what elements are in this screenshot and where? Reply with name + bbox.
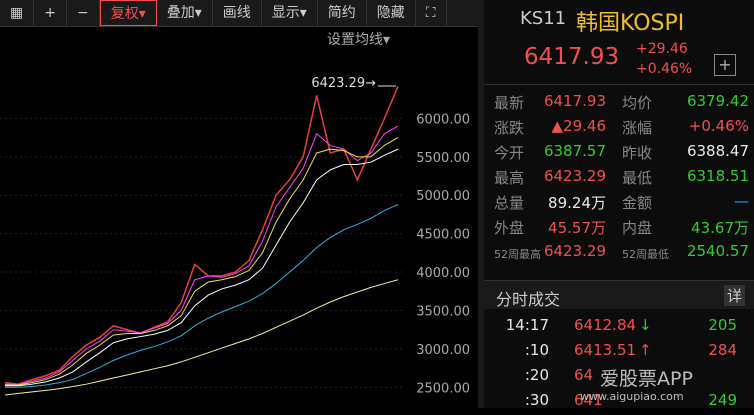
quote-row: 涨跌 ▲29.46 涨幅 +0.46%	[494, 117, 749, 141]
label: 最新	[494, 94, 525, 112]
quote-row: 外盘 45.57万 内盘 43.67万	[494, 217, 749, 241]
label: 内盘	[622, 219, 653, 237]
change: +29.46	[636, 41, 688, 57]
btn[interactable]: 简约	[318, 0, 367, 26]
arrow: ↑	[639, 341, 652, 359]
watermark-url: www.aigupiao.com	[580, 390, 684, 403]
change-pct: +0.46%	[636, 61, 693, 77]
quote-row: 最高 6423.29 最低 6318.51	[494, 167, 749, 191]
label: 金额	[622, 194, 653, 212]
price-line	[4, 86, 399, 385]
label: 均价	[622, 94, 653, 112]
add-btn[interactable]: +	[714, 54, 736, 76]
value: 89.24万	[548, 194, 606, 212]
price-line	[5, 203, 399, 388]
y-tick-label: 6000.00	[416, 112, 470, 127]
btn[interactable]: 复权▾	[99, 0, 157, 26]
y-tick-label: 2500.00	[416, 381, 470, 396]
time: :30	[524, 391, 549, 409]
value: 45.57万	[548, 219, 606, 237]
icon-minus[interactable]: −	[67, 0, 100, 26]
btn[interactable]: 画线	[213, 0, 262, 26]
quote-row: 52周最高 6423.29 52周最低 2540.57	[494, 242, 749, 266]
trade-row: :10 6413.51 ↑ 284	[494, 341, 749, 365]
value: 6423.29	[543, 242, 606, 260]
detail-btn[interactable]: 详	[724, 285, 746, 306]
y-tick-label: 3500.00	[416, 304, 470, 319]
price: 64	[574, 366, 594, 384]
price: 6417.93	[524, 44, 620, 70]
time: 14:17	[505, 316, 549, 334]
toolbar: ▦ + − 复权▾ 叠加▾ 画线 显示▾ 简约 隐藏 ⛶	[0, 0, 478, 27]
name: 韩国KOSPI	[576, 11, 685, 36]
value: 6318.51	[686, 167, 749, 185]
time: :20	[524, 366, 549, 384]
btn[interactable]: 隐藏	[367, 0, 416, 26]
volume: 284	[708, 341, 737, 359]
label: 今开	[494, 144, 525, 162]
watermark: 爱股票APP	[600, 368, 693, 390]
trade-row: :30 641 249	[494, 391, 749, 415]
value: —	[734, 192, 749, 210]
value: 6379.42	[686, 92, 749, 110]
value: 6388.47	[686, 142, 749, 160]
btn[interactable]: 显示▾	[262, 0, 318, 26]
time: :10	[524, 341, 549, 359]
volume: 249	[708, 391, 737, 409]
y-tick-label: 5500.00	[416, 151, 470, 166]
price-line	[5, 137, 399, 386]
value: 6387.57	[543, 142, 606, 160]
y-tick-label: 5000.00	[416, 189, 470, 204]
value: ▲29.46	[551, 117, 606, 135]
kline-chart: 设置均线▾ 6423.29→ 2500.00 3000.00 3500.00 4000…	[0, 32, 470, 396]
price: 6413.51	[574, 341, 637, 359]
icon-plus[interactable]: +	[34, 0, 67, 26]
icon-grid[interactable]: ▦	[0, 0, 35, 26]
label: 52周最高	[494, 248, 541, 261]
trade-row: :20 64	[494, 366, 749, 390]
quote-row: 最新 6417.93 均价 6379.42	[494, 92, 749, 116]
ma-setting[interactable]: 设置均线▾	[327, 32, 390, 48]
label: 外盘	[494, 219, 525, 237]
quote-row: 今开 6387.57 昨收 6388.47	[494, 142, 749, 166]
y-tick-label: 3000.00	[416, 343, 470, 358]
volume: 205	[708, 316, 737, 334]
price: 6412.84	[574, 316, 637, 334]
value: 6423.29	[543, 167, 606, 185]
arrow: ↓	[639, 316, 652, 334]
label: 涨跌	[494, 119, 525, 137]
label: 总量	[494, 194, 525, 212]
price: 641	[574, 391, 603, 409]
y-tick-label: 4500.00	[416, 228, 470, 243]
label: 昨收	[622, 144, 653, 162]
trade-row: 14:17 6412.84 ↓ 205	[494, 316, 749, 340]
label: 最高	[494, 169, 525, 187]
value: 2540.57	[686, 242, 749, 260]
icon-fullscreen[interactable]: ⛶	[416, 0, 447, 26]
high-annotation: 6423.29→	[311, 76, 376, 91]
label: 涨幅	[622, 119, 653, 137]
label: 最低	[622, 169, 653, 187]
quote-panel: KS11 韩国KOSPI 6417.93 +29.46 +0.46% + 最新 6…	[484, 0, 754, 409]
value: +0.46%	[688, 117, 749, 135]
btn[interactable]: 叠加▾	[157, 0, 213, 26]
trades-title: 分时成交	[496, 290, 561, 309]
price-line	[4, 279, 399, 396]
value: 6417.93	[543, 92, 606, 110]
label: 52周最低	[622, 248, 669, 261]
price-line	[5, 148, 399, 387]
value: 43.67万	[691, 219, 749, 237]
price-line	[5, 125, 399, 385]
quote-row: 总量 89.24万 金额 —	[494, 192, 749, 216]
y-tick-label: 4000.00	[416, 266, 470, 281]
code: KS11	[520, 8, 567, 29]
divider	[478, 0, 484, 408]
